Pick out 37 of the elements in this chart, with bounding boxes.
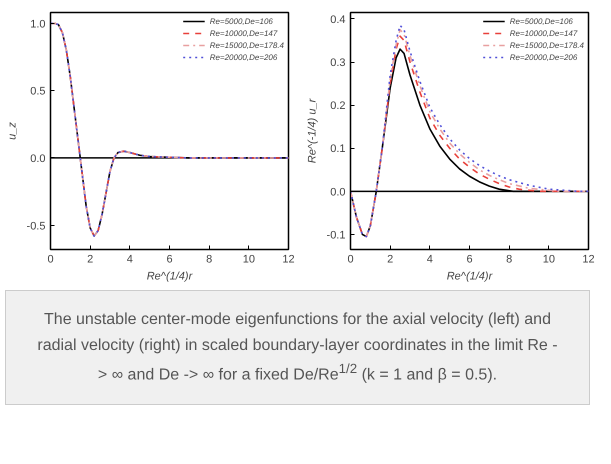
legend-label: Re=10000,De=147	[210, 28, 278, 38]
y-tick-label: 0.3	[330, 57, 346, 70]
x-tick-label: 6	[166, 254, 173, 266]
y-tick-label: 0.0	[330, 186, 346, 198]
legend-label: Re=5000,De=106	[510, 16, 573, 26]
x-tick-label: 0	[347, 254, 354, 266]
y-tick-label: -0.5	[26, 220, 46, 232]
x-tick-label: 8	[206, 254, 212, 266]
text: The unstable center-mode eigenfunctions for the axial velocity (left) and radial velocity (right) in scaled boundary-layer coordinates in the limit Re -> ∞ and De -> ∞ for a fixed De/Re$^{1/2}$ (k = 1 and β = 0.5).	[36, 310, 559, 386]
x-tick-label: 2	[87, 254, 94, 266]
x-tick-label: 4	[426, 254, 433, 266]
y-tick-label: 0.2	[330, 100, 346, 112]
y-tick-label: 0.5	[30, 86, 46, 98]
x-tick-label: 8	[506, 254, 512, 266]
legend-label: Re=15000,De=178.4	[510, 40, 584, 50]
x-tick-label: 4	[126, 254, 133, 266]
x-axis-title: Re^(1/4)r	[146, 270, 194, 282]
legend-label: Re=15000,De=178.4	[210, 40, 284, 50]
y-tick-label: 0.0	[30, 152, 46, 165]
x-tick-label: 10	[542, 254, 555, 266]
y-tick-label: 0.4	[330, 14, 346, 26]
legend-label: Re=5000,De=106	[210, 16, 273, 26]
legend-label: Re=10000,De=147	[510, 28, 578, 38]
legend-label: Re=20000,De=206	[510, 52, 578, 62]
x-tick-label: 10	[242, 254, 255, 266]
x-tick-label: 12	[282, 254, 295, 266]
y-tick-label: -0.1	[326, 229, 346, 242]
x-tick-label: 0	[47, 254, 54, 266]
x-tick-label: 6	[466, 254, 473, 266]
legend-label: Re=20000,De=206	[210, 52, 278, 62]
y-axis-title: Re^(-1/4) u_r	[306, 97, 319, 164]
x-tick-label: 2	[387, 254, 394, 266]
x-tick-label: 12	[582, 254, 595, 266]
y-tick-label: 0.1	[330, 143, 346, 156]
y-tick-label: 1.0	[30, 18, 46, 30]
y-axis-title: u_z	[6, 122, 19, 140]
x-axis-title: Re^(1/4)r	[446, 270, 494, 282]
